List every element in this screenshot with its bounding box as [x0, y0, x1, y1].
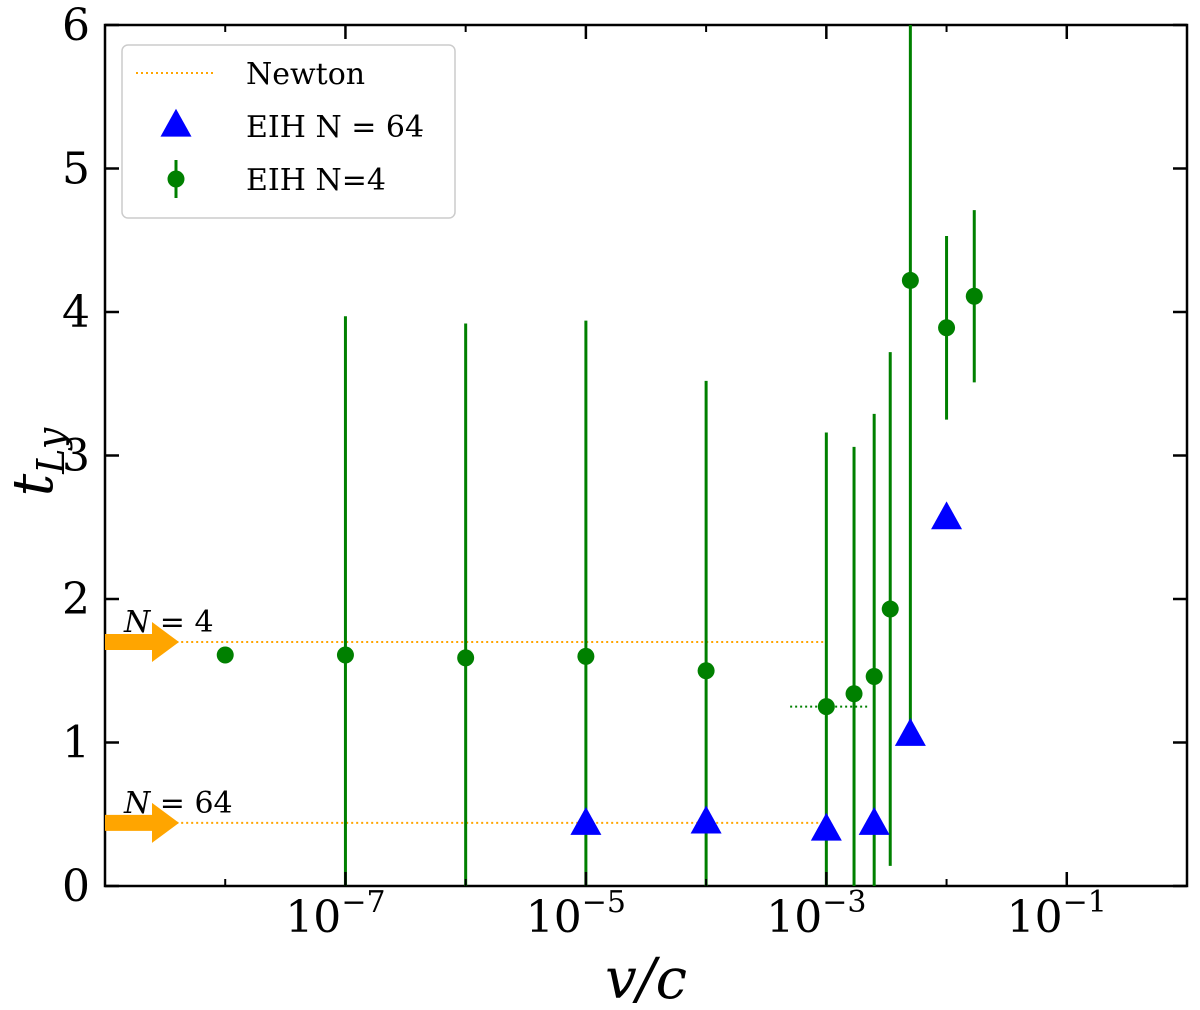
x-tick-label-exponent: −1 — [1063, 885, 1107, 920]
legend-label: EIH N = 64 — [246, 110, 424, 145]
data-point-circle — [845, 685, 863, 703]
y-axis-label-subscript: Ly — [29, 427, 73, 475]
data-point-circle — [965, 287, 983, 305]
y-tick-label: 3 — [62, 431, 90, 482]
legend-swatch-circle — [167, 170, 185, 188]
arrow-label: N = 64 — [123, 786, 233, 821]
x-tick-label: 10−3 — [766, 885, 866, 943]
x-tick-label-base: 10 — [526, 892, 582, 943]
arrow-label: N = 4 — [123, 605, 214, 640]
y-tick-label: 4 — [62, 287, 90, 338]
data-point-triangle — [570, 806, 602, 835]
y-tick-label: 5 — [62, 144, 90, 195]
data-point-triangle — [858, 806, 890, 835]
legend-swatch-triangle — [160, 108, 192, 137]
legend-box — [121, 44, 456, 219]
arrow-label-value: = 64 — [150, 786, 232, 821]
arrow-label-value: = 4 — [150, 605, 213, 640]
x-tick-label: 10−7 — [285, 885, 385, 943]
arrow-label-variable: N — [123, 786, 152, 821]
data-point-circle — [865, 667, 883, 685]
x-tick-label-exponent: −3 — [822, 885, 866, 920]
data-point-circle — [881, 600, 899, 618]
x-tick-label-base: 10 — [285, 892, 341, 943]
data-point-triangle — [690, 805, 722, 834]
y-tick-label: 2 — [62, 574, 90, 625]
x-tick-label: 10−5 — [526, 885, 626, 943]
x-tick-label-exponent: −7 — [341, 885, 385, 920]
orange-arrow — [105, 622, 179, 663]
data-point-circle — [901, 271, 919, 289]
data-point-triangle — [931, 501, 963, 530]
data-point-circle — [817, 698, 835, 716]
legend-label: Newton — [246, 57, 365, 92]
data-point-circle — [336, 646, 354, 664]
data-point-circle — [697, 662, 715, 680]
data-point-circle — [938, 319, 956, 337]
data-point-circle — [577, 647, 595, 665]
x-tick-label-base: 10 — [1007, 892, 1063, 943]
y-tick-label: 1 — [62, 718, 90, 769]
data-point-circle — [457, 649, 475, 667]
x-tick-label-exponent: −5 — [582, 885, 626, 920]
y-tick-label: 0 — [62, 861, 90, 912]
data-point-circle — [216, 646, 234, 664]
data-point-triangle — [894, 718, 926, 746]
y-tick-label: 6 — [62, 0, 90, 51]
x-tick-label: 10−1 — [1007, 885, 1107, 943]
data-point-triangle — [810, 812, 842, 841]
x-tick-label-base: 10 — [766, 892, 822, 943]
x-axis-label: v/c — [605, 947, 687, 1010]
y-axis-label: tLy — [1, 427, 73, 496]
orange-arrow — [105, 802, 179, 843]
legend-label: EIH N=4 — [246, 163, 386, 198]
arrow-label-variable: N — [123, 605, 152, 640]
